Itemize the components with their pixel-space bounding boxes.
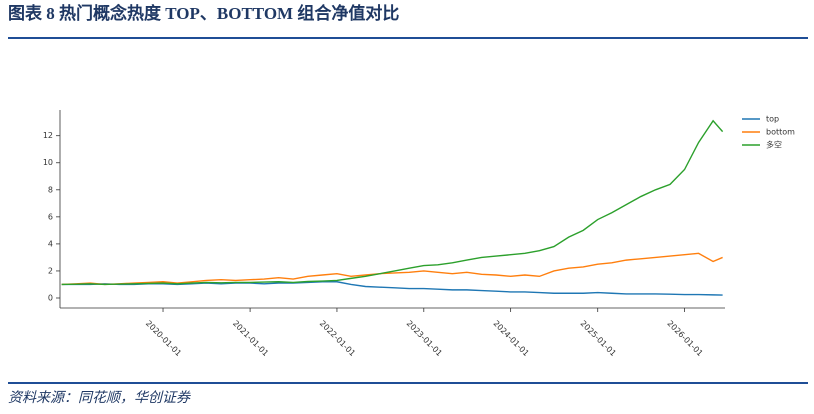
figure-title: 图表 8 热门概念热度 TOP、BOTTOM 组合净值对比	[8, 3, 399, 23]
source-note: 资料来源：同花顺，华创证券	[8, 390, 191, 406]
x-tick-label: 2021-01-01	[231, 319, 270, 358]
x-tick-label: 2020-01-01	[144, 319, 183, 358]
y-tick-label: 0	[48, 293, 53, 302]
y-tick-label: 12	[43, 131, 53, 140]
x-tick-label: 2023-01-01	[405, 319, 444, 358]
y-tick-label: 2	[48, 266, 53, 275]
series-line	[61, 119, 724, 286]
series-line	[61, 252, 723, 286]
x-tick-label: 2026-01-01	[665, 319, 704, 358]
y-tick-label: 6	[48, 212, 53, 221]
x-tick-label: 2025-01-01	[579, 319, 618, 358]
legend-label: top	[766, 115, 779, 124]
y-tick-label: 8	[48, 185, 53, 194]
legend-label: bottom	[766, 128, 795, 137]
x-tick-label: 2022-01-01	[318, 319, 357, 358]
legend-label: 多空	[766, 140, 782, 150]
y-tick-label: 10	[43, 158, 53, 167]
y-tick-label: 4	[48, 239, 53, 248]
x-tick-label: 2024-01-01	[491, 319, 530, 358]
